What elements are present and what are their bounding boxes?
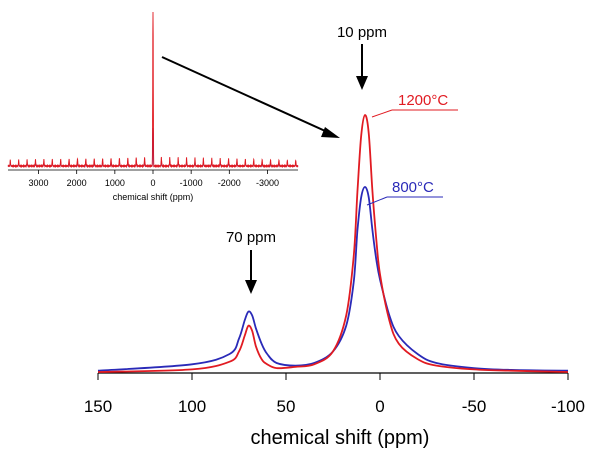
legend-1200c: 1200°C <box>371 92 458 118</box>
inset-x-tick-label: 1000 <box>105 178 125 188</box>
series-1200c-line <box>97 114 569 373</box>
inset-x-axis-ticks: 3000 2000 1000 0 -1000 -2000 -3000 <box>29 170 279 188</box>
legend-label-1200c: 1200°C <box>398 92 448 109</box>
inset-x-tick-label: -2000 <box>218 178 241 188</box>
inset-series-1200c-line <box>7 11 299 169</box>
legend-800c: 800°C <box>366 179 443 206</box>
x-tick-label: 100 <box>178 397 206 416</box>
series-800c-line <box>97 186 569 372</box>
x-tick-label: 0 <box>375 397 384 416</box>
x-tick-label: 150 <box>84 397 112 416</box>
inset-series-800c-line <box>7 127 299 168</box>
inset-pointer-arrow <box>161 56 340 138</box>
annotation-70-ppm: 70 ppm <box>226 229 276 246</box>
x-tick-label: -50 <box>462 397 487 416</box>
inset-x-tick-label: 0 <box>150 178 155 188</box>
x-axis-ticks: 150 100 50 0 -50 -100 <box>84 373 585 416</box>
inset-x-tick-label: -1000 <box>180 178 203 188</box>
x-tick-label: 50 <box>277 397 296 416</box>
inset-x-tick-label: -3000 <box>256 178 279 188</box>
inset-x-tick-label: 3000 <box>29 178 49 188</box>
inset-x-tick-label: 2000 <box>67 178 87 188</box>
arrow-10-ppm <box>356 44 368 90</box>
inset-spectrum: 3000 2000 1000 0 -1000 -2000 -3000 chemical sh… <box>7 11 299 202</box>
x-axis-label: chemical shift (ppm) <box>251 427 430 449</box>
arrow-70-ppm <box>245 250 257 294</box>
legend-label-800c: 800°C <box>392 179 434 196</box>
annotation-10-ppm: 10 ppm <box>337 24 387 41</box>
inset-x-axis-label: chemical shift (ppm) <box>113 192 194 202</box>
x-tick-label: -100 <box>551 397 585 416</box>
